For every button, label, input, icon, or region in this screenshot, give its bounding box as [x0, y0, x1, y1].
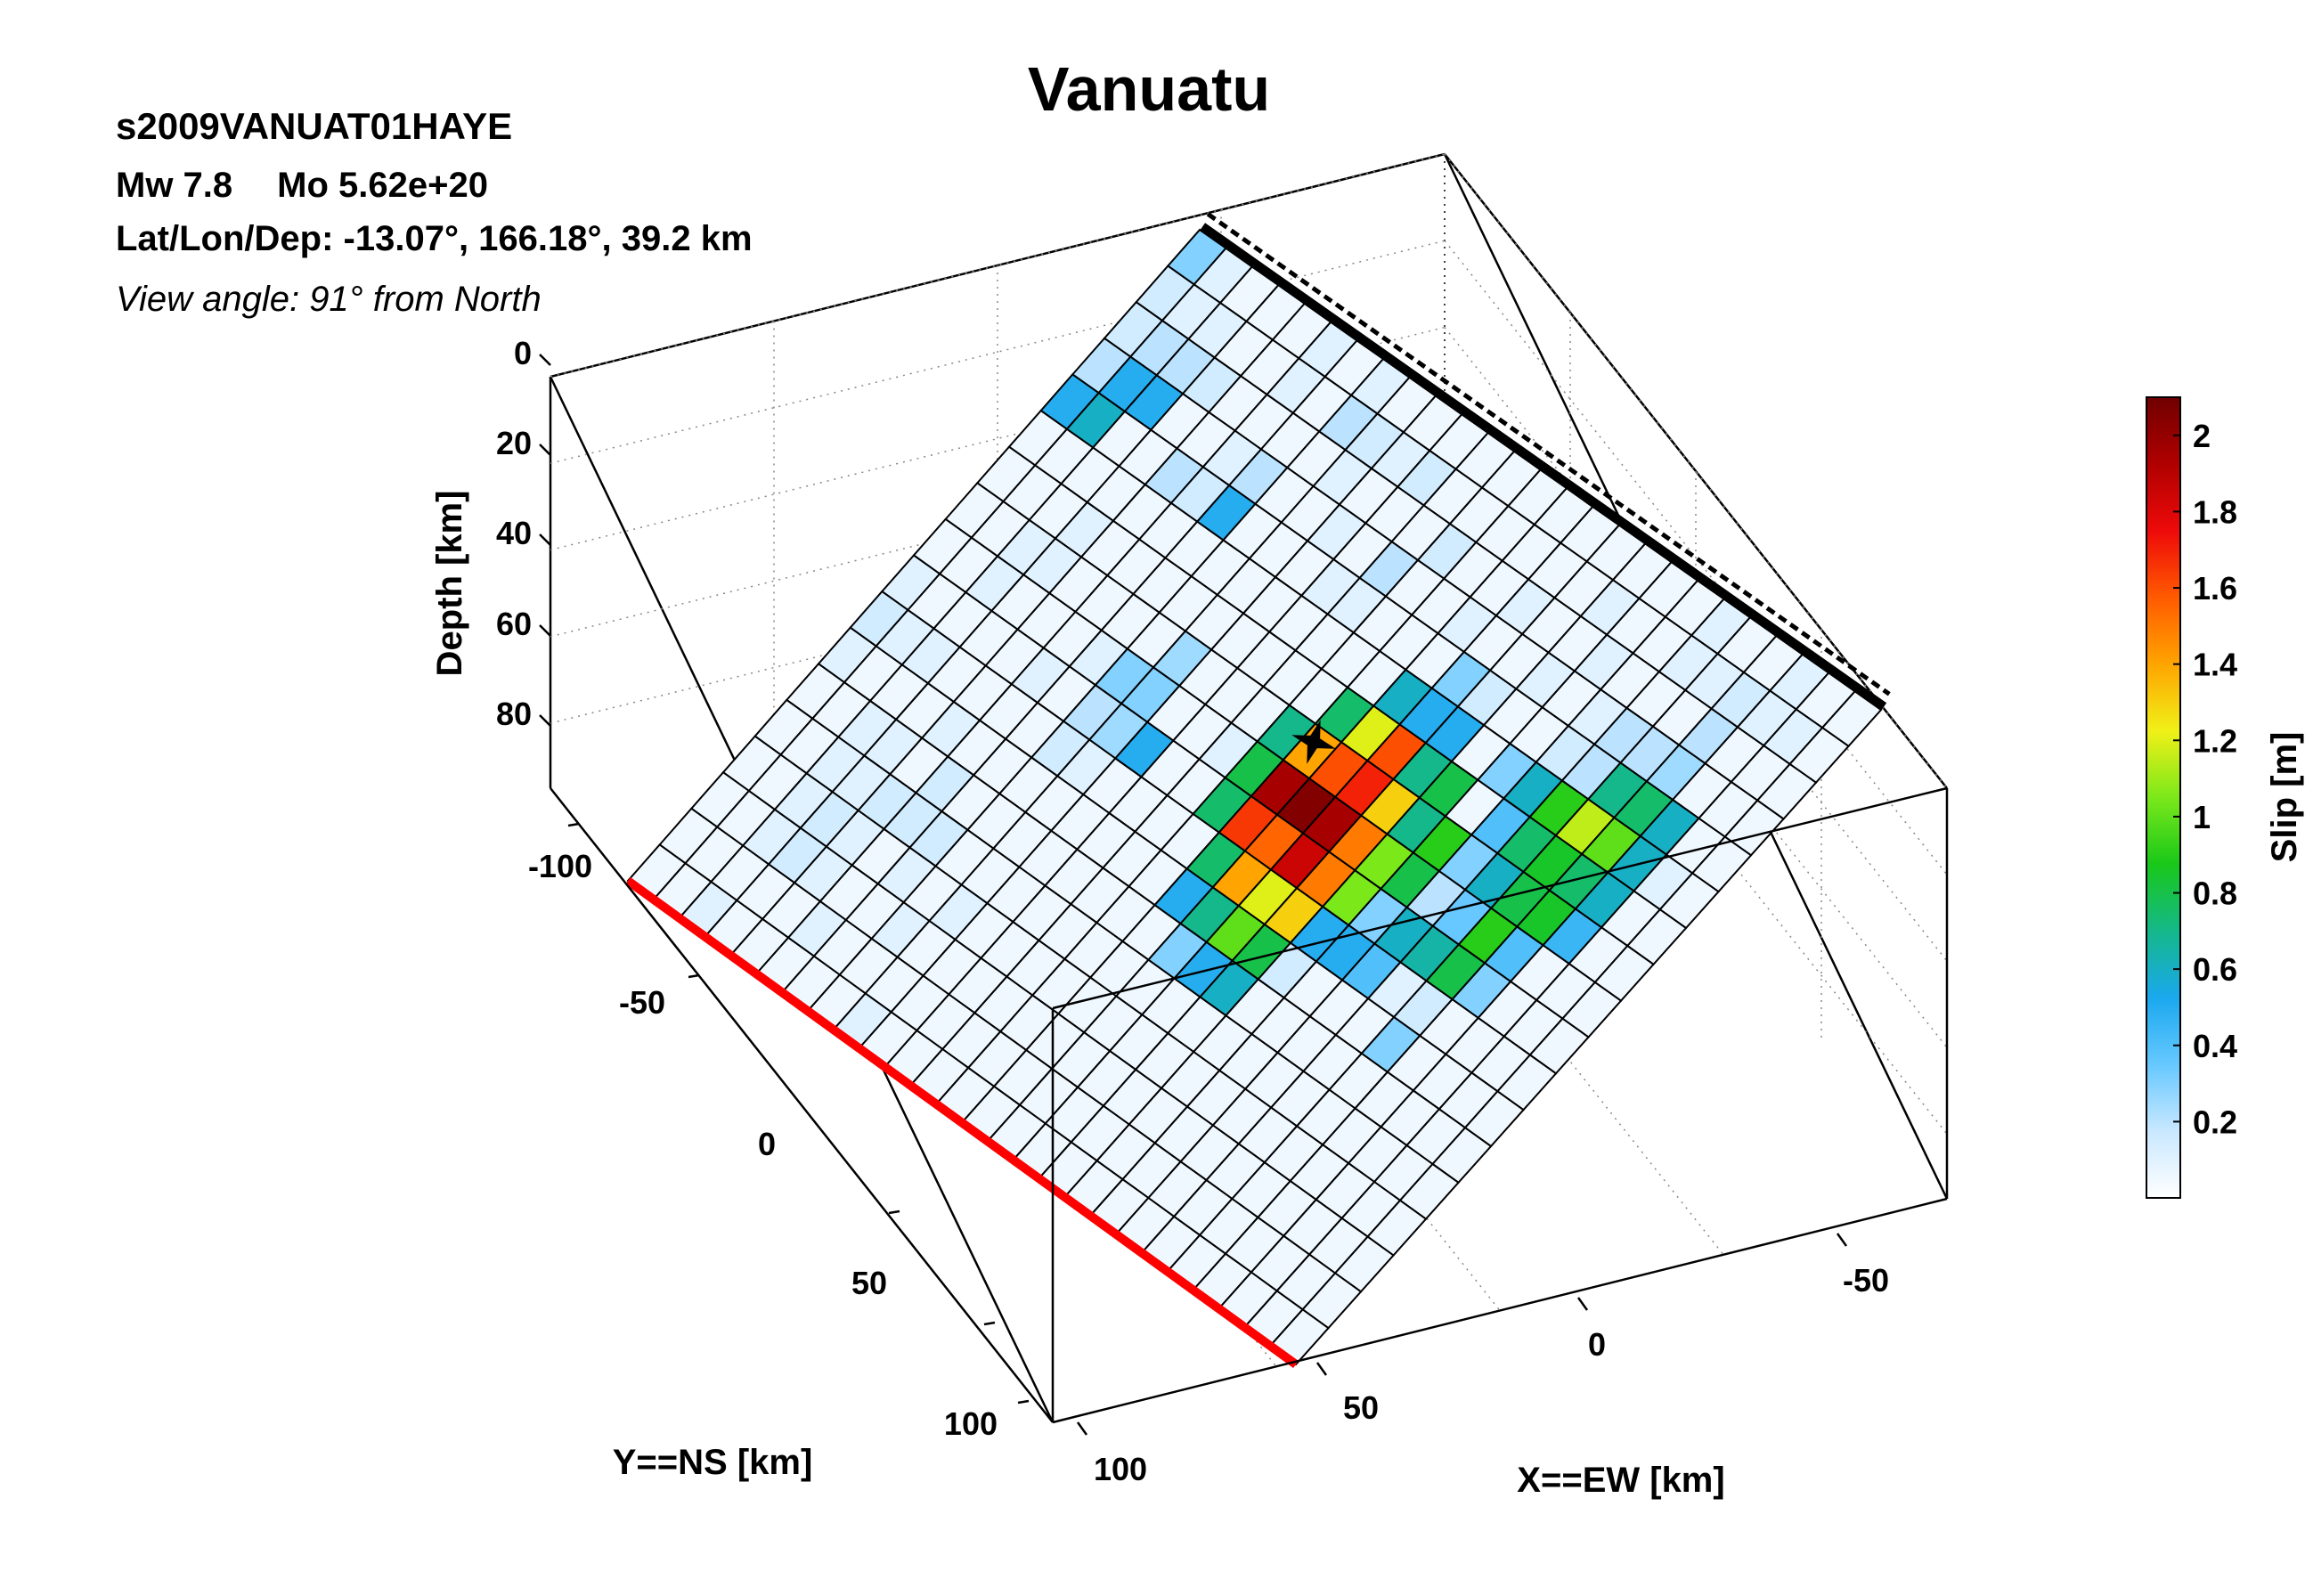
bottom-edge-line — [625, 876, 1299, 1369]
colorbar-tick-label: 1.4 — [2193, 647, 2237, 683]
z-tick-label: 40 — [496, 515, 532, 551]
z-tick-label: 60 — [496, 606, 532, 642]
colorbar-tick-label: 0.6 — [2193, 951, 2237, 988]
axis-ticks: 0 20 40 60 80 -100 -50 0 50 100 -50 0 50 100 — [496, 335, 1889, 1487]
x-axis-label: X==EW [km] — [1517, 1461, 1724, 1500]
colorbar-tick-label: 1.2 — [2193, 722, 2237, 759]
surface-trace-line — [1206, 212, 1891, 696]
slip-patches — [626, 228, 1883, 1366]
y-axis-label: Y==NS [km] — [613, 1443, 813, 1482]
y-tick-label: 50 — [851, 1265, 887, 1301]
x-tick-label: 50 — [1343, 1389, 1379, 1426]
x-tick-label: 0 — [1588, 1326, 1606, 1363]
colorbar-tick-label: 0.2 — [2193, 1103, 2237, 1140]
x-tick-label: 100 — [1094, 1451, 1147, 1487]
colorbar-tick-label: 1.6 — [2193, 570, 2237, 607]
colorbar-tick-label: 2 — [2193, 418, 2211, 454]
colorbar-label: Slip [m] — [2265, 732, 2304, 863]
magnitude-line: Mw 7.8 Mo 5.62e+20 — [116, 166, 488, 206]
view-angle: View angle: 91° from North — [116, 280, 542, 319]
y-tick-label: -50 — [619, 984, 665, 1021]
colorbar: 0.2 0.4 0.6 0.8 1 1.2 1.4 1.6 1.8 2 — [2146, 396, 2237, 1199]
axes-box-front — [550, 786, 1949, 1424]
colorbar-gradient — [2146, 396, 2181, 1199]
seismic-moment: Mo 5.62e+20 — [277, 166, 488, 205]
hypocenter-star-icon — [1291, 720, 1336, 764]
y-tick-label: 100 — [944, 1405, 998, 1442]
z-tick-label: 0 — [514, 335, 532, 371]
z-tick-label: 20 — [496, 425, 532, 461]
hypocenter-marker — [1291, 720, 1336, 764]
hypocenter-location: Lat/Lon/Dep: -13.07°, 166.18°, 39.2 km — [116, 219, 753, 258]
colorbar-tick-label: 0.8 — [2193, 875, 2237, 912]
x-tick-label: -50 — [1843, 1262, 1889, 1299]
colorbar-tick-label: 0.4 — [2193, 1028, 2237, 1064]
z-tick-label: 80 — [496, 696, 532, 732]
chart-title: Vanuatu — [1027, 54, 1271, 124]
y-tick-label: -100 — [528, 848, 592, 884]
moment-magnitude: Mw 7.8 — [116, 166, 233, 205]
colorbar-tick-label: 1 — [2193, 799, 2211, 835]
z-axis-label: Depth [km] — [430, 491, 469, 677]
event-id: s2009VANUAT01HAYE — [116, 105, 513, 147]
colorbar-tick-label: 1.8 — [2193, 493, 2237, 530]
fault-trace-lines — [625, 212, 1891, 1369]
top-edge-line — [1200, 223, 1887, 711]
y-tick-label: 0 — [758, 1126, 776, 1162]
